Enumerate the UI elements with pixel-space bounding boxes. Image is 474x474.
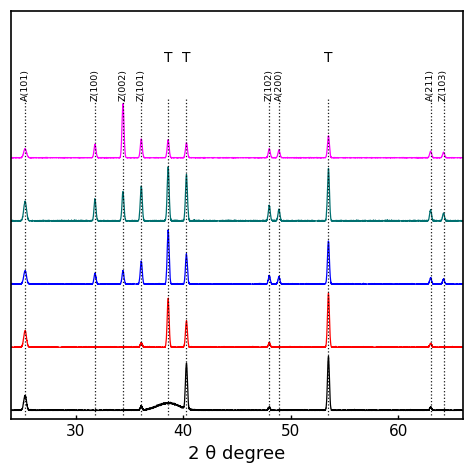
Text: Z(002): Z(002) (118, 69, 128, 101)
Text: T: T (164, 51, 173, 65)
Text: Z(100): Z(100) (91, 69, 100, 101)
X-axis label: 2 θ degree: 2 θ degree (188, 445, 286, 463)
Text: A(211): A(211) (426, 69, 435, 101)
Text: T: T (182, 51, 191, 65)
Text: T: T (324, 51, 333, 65)
Text: Z(101): Z(101) (137, 69, 146, 101)
Text: Z(102): Z(102) (265, 69, 274, 101)
Text: A(200): A(200) (274, 69, 283, 101)
Text: A(101): A(101) (20, 69, 29, 101)
Text: Z(103): Z(103) (439, 69, 448, 101)
